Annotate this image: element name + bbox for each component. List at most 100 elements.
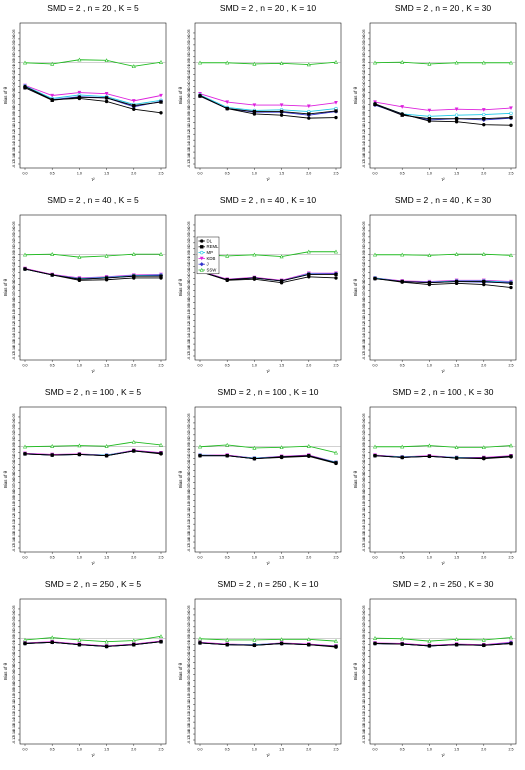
data-point-dl <box>77 96 82 101</box>
data-point-ssw <box>279 61 284 66</box>
y-tick-label: -0.05 <box>187 280 191 288</box>
y-tick-label: -0.11 <box>362 316 366 324</box>
y-tick-label: -0.16 <box>12 154 16 162</box>
data-point-dl <box>400 642 404 646</box>
y-tick-label: 0.05 <box>187 29 191 36</box>
y-tick-label: 0.02 <box>187 623 191 630</box>
data-point-ssw <box>454 252 459 256</box>
data-point-ssw <box>509 635 513 640</box>
data-point-ssw <box>252 61 257 66</box>
data-point-ssw <box>427 638 432 643</box>
y-tick-label: -0.16 <box>187 154 191 162</box>
x-tick-label: 1.0 <box>252 748 257 752</box>
data-point-kdb <box>252 103 257 108</box>
data-point-ssw <box>481 60 486 65</box>
data-point-mp <box>482 112 486 117</box>
series-line-ssw <box>24 253 161 258</box>
y-tick-label: -0.07 <box>12 292 16 300</box>
y-tick-label: -0.11 <box>12 508 16 516</box>
chart-panel: SMD = 2 , n = 250 , K = 50.050.040.030.0… <box>3 579 167 758</box>
y-tick-label: 0.02 <box>362 431 366 438</box>
y-tick-label: -0.07 <box>12 100 16 108</box>
data-point-ssw <box>50 61 55 66</box>
y-tick-label: 0.05 <box>187 413 191 420</box>
series-line-ssw <box>199 638 337 642</box>
y-tick-label: -0.09 <box>12 304 16 312</box>
data-point-dl <box>334 645 338 649</box>
data-point-ssw <box>454 60 459 65</box>
data-point-dl <box>454 120 459 124</box>
data-point-ssw <box>334 450 338 455</box>
y-tick-label: -0.01 <box>187 65 191 73</box>
x-tick-label: 1.5 <box>104 172 109 176</box>
x-tick-label: 1.5 <box>279 172 284 176</box>
y-tick-label: -0.04 <box>362 466 366 474</box>
x-tick-label: 0.0 <box>373 556 378 560</box>
y-tick-label: -0.01 <box>362 65 366 73</box>
panel-title: SMD = 2 , n = 20 , K = 30 <box>395 3 491 13</box>
x-tick-label: 1.0 <box>77 748 82 752</box>
y-tick-label: -0.15 <box>187 532 191 540</box>
data-point-dl <box>50 273 54 277</box>
x-tick-label: 0.0 <box>373 748 378 752</box>
y-tick-label: -0.13 <box>187 328 191 336</box>
x-tick-label: 0.0 <box>23 748 28 752</box>
y-tick-label: -0.13 <box>187 712 191 720</box>
series-line-ssw <box>24 441 162 448</box>
data-point-ssw <box>159 252 163 256</box>
y-tick-label: -0.06 <box>187 478 191 486</box>
data-point-ssw <box>373 444 377 449</box>
x-tick-label: 2.0 <box>131 364 136 368</box>
plot-frame <box>369 214 517 361</box>
x-tick-label: 1.5 <box>279 556 284 560</box>
panel-title: SMD = 2 , n = 20 , K = 10 <box>220 3 316 13</box>
series-line-ssw <box>375 253 512 256</box>
y-axis-label: Bias of θ <box>178 86 183 104</box>
y-tick-label: -0.01 <box>12 641 16 649</box>
y-tick-label: -0.02 <box>187 71 191 79</box>
data-point-ssw <box>509 253 513 258</box>
x-tick-label: 0.5 <box>400 172 405 176</box>
data-point-dl <box>23 267 27 271</box>
x-tick-label: 0.0 <box>198 748 203 752</box>
y-tick-label: 0.03 <box>12 425 16 432</box>
y-tick-label: -0.06 <box>362 286 366 294</box>
legend-label: J <box>207 262 209 267</box>
y-tick-label: -0.16 <box>187 730 191 738</box>
y-tick-label: -0.05 <box>187 664 191 672</box>
panel-title: SMD = 2 , n = 100 , K = 30 <box>393 387 494 397</box>
panel-title: SMD = 2 , n = 100 , K = 10 <box>218 387 319 397</box>
y-tick-label: -0.11 <box>362 508 366 516</box>
y-axis-label: Bias of θ <box>3 470 8 488</box>
x-tick-label: 1.5 <box>454 172 459 176</box>
data-point-ssw <box>77 637 82 642</box>
y-tick-label: -0.13 <box>362 520 366 528</box>
legend-marker <box>200 239 204 243</box>
x-tick-label: 2.5 <box>159 748 164 752</box>
x-tick-label: 0.0 <box>23 556 28 560</box>
data-point-dl <box>454 643 459 647</box>
y-tick-label: -0.09 <box>362 688 366 696</box>
y-tick-label: 0.00 <box>187 59 191 66</box>
y-tick-label: -0.17 <box>187 736 191 744</box>
y-tick-label: -0.03 <box>12 269 16 277</box>
y-tick-label: -0.09 <box>362 304 366 312</box>
x-tick-label: 1.0 <box>252 364 257 368</box>
data-point-reml <box>307 112 311 116</box>
series-line-ssw <box>375 445 512 448</box>
data-point-dl <box>307 116 311 120</box>
series-line-dl <box>374 643 512 647</box>
y-tick-label: -0.04 <box>187 658 191 666</box>
y-tick-label: -0.15 <box>12 532 16 540</box>
y-tick-label: 0.04 <box>362 227 366 234</box>
data-point-dl <box>482 643 486 647</box>
y-tick-label: -0.15 <box>187 724 191 732</box>
data-point-reml <box>509 281 513 286</box>
y-tick-label: -0.08 <box>362 490 366 498</box>
chart-panel: SMD = 2 , n = 100 , K = 300.050.040.030.… <box>353 387 517 566</box>
data-point-dl <box>373 453 377 458</box>
y-tick-label: -0.09 <box>187 496 191 504</box>
y-tick-label: -0.11 <box>12 316 16 324</box>
y-tick-label: 0.04 <box>187 35 191 42</box>
y-tick-label: -0.12 <box>362 514 366 522</box>
